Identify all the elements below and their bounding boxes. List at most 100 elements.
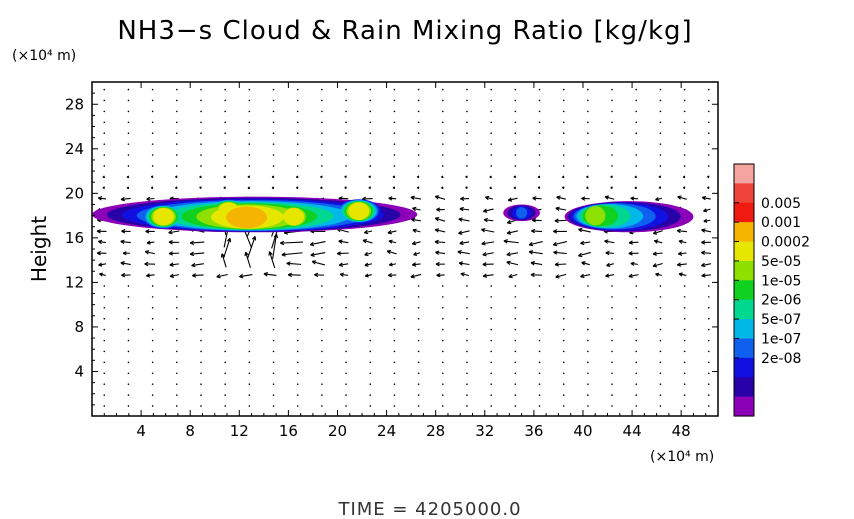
wind-vector xyxy=(466,328,468,331)
wind-vector xyxy=(531,218,542,223)
wind-vector xyxy=(466,285,468,287)
wind-vector xyxy=(344,186,347,190)
wind-vector xyxy=(296,165,299,167)
wind-vector xyxy=(200,110,202,113)
wind-vector xyxy=(611,394,613,396)
wind-vector xyxy=(416,175,420,179)
wind-vector xyxy=(296,132,299,135)
wind-vector xyxy=(538,88,541,91)
wind-vector xyxy=(199,186,202,190)
wind-vector xyxy=(272,110,275,113)
colorbar-label: 2e-06 xyxy=(761,293,801,309)
wind-vector xyxy=(442,328,444,331)
wind-vector xyxy=(466,394,468,396)
y-tick-label: 24 xyxy=(65,140,84,158)
wind-vector xyxy=(606,262,614,267)
wind-vector xyxy=(506,251,519,257)
wind-vector xyxy=(272,99,275,102)
colorbar-label: 0.005 xyxy=(761,196,801,212)
wind-vector xyxy=(434,195,446,200)
wind-vector xyxy=(466,296,468,298)
wind-vector xyxy=(127,350,130,353)
wind-vector xyxy=(386,249,397,255)
wind-vector xyxy=(460,272,469,277)
wind-vector xyxy=(272,306,275,309)
wind-vector xyxy=(338,239,349,244)
colorbar-label: 5e-07 xyxy=(761,312,801,328)
wind-vector xyxy=(224,317,226,320)
wind-vector xyxy=(200,339,202,342)
wind-vector xyxy=(587,372,589,375)
wind-vector xyxy=(247,175,251,179)
wind-vector xyxy=(99,272,106,277)
wind-vector xyxy=(562,132,565,135)
wind-vector xyxy=(466,143,468,145)
wind-vector xyxy=(345,361,347,364)
wind-vector xyxy=(200,350,202,353)
wind-vector xyxy=(280,240,303,246)
wind-vector xyxy=(393,154,396,156)
wind-vector xyxy=(393,99,396,102)
x-tick-label: 28 xyxy=(426,422,445,440)
wind-vector xyxy=(490,88,492,91)
wind-vector xyxy=(362,239,373,244)
wind-vector xyxy=(458,230,470,235)
wind-vector xyxy=(151,285,154,287)
wind-vector xyxy=(295,186,299,190)
wind-vector xyxy=(369,405,372,407)
wind-vector xyxy=(554,218,567,223)
wind-vector xyxy=(701,228,712,233)
wind-vector xyxy=(683,317,686,320)
wind-vector xyxy=(605,273,615,278)
wind-vector xyxy=(127,132,130,135)
wind-vector xyxy=(151,88,154,91)
wind-vector xyxy=(503,239,519,244)
wind-vector xyxy=(506,260,519,266)
wind-vector xyxy=(413,251,421,256)
wind-vector xyxy=(707,99,710,102)
wind-vector xyxy=(369,132,372,135)
wind-vector xyxy=(248,317,251,320)
wind-vector xyxy=(223,175,226,179)
wind-vector xyxy=(434,239,446,245)
x-tick-label: 44 xyxy=(623,422,642,440)
wind-vector xyxy=(345,339,347,342)
wind-vector xyxy=(538,394,541,396)
colorbar-label: 2e-08 xyxy=(761,351,801,367)
wind-vector xyxy=(296,154,299,156)
wind-vector xyxy=(587,121,589,124)
wind-vector xyxy=(103,296,106,298)
wind-vector xyxy=(466,132,468,135)
wind-vector xyxy=(127,88,130,91)
wind-vector xyxy=(103,154,106,156)
wind-vector xyxy=(635,394,638,396)
wind-vector xyxy=(514,88,517,91)
wind-vector xyxy=(412,206,421,212)
wind-vector xyxy=(552,241,567,247)
wind-vector xyxy=(703,208,711,213)
wind-vector xyxy=(296,121,299,124)
wind-vector xyxy=(417,361,420,364)
wind-vector xyxy=(388,262,397,267)
wind-vector xyxy=(345,99,347,102)
wind-vector xyxy=(150,175,154,179)
wind-vector xyxy=(611,317,613,320)
wind-vector xyxy=(562,143,565,145)
wind-vector xyxy=(168,251,180,256)
wind-vector xyxy=(417,306,420,309)
wind-vector xyxy=(683,394,686,396)
wind-vector xyxy=(586,175,589,179)
colorbar-swatch xyxy=(734,202,754,223)
wind-vector xyxy=(321,361,323,364)
wind-vector xyxy=(120,239,131,245)
wind-vector xyxy=(176,99,178,102)
wind-vector xyxy=(151,99,154,102)
wind-vector xyxy=(440,175,444,179)
wind-vector xyxy=(103,372,106,375)
wind-vector xyxy=(345,383,347,385)
wind-vector xyxy=(121,229,131,234)
wind-vector xyxy=(411,240,421,246)
wind-vector xyxy=(659,143,662,145)
wind-vector xyxy=(490,154,492,156)
wind-vector xyxy=(659,296,662,298)
